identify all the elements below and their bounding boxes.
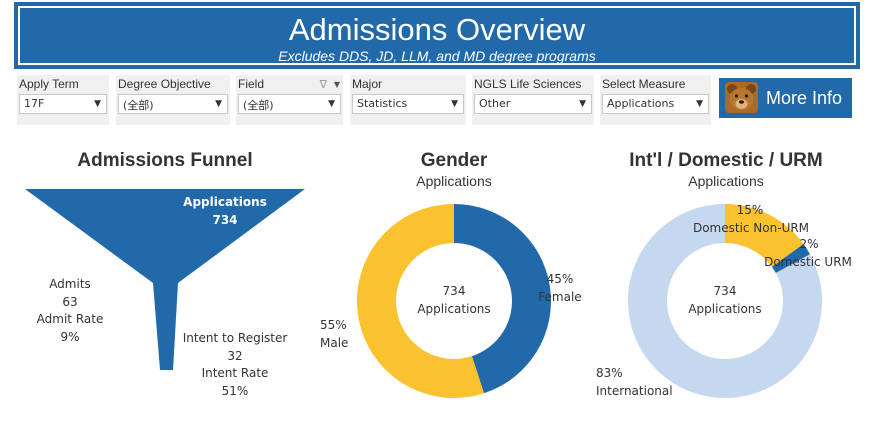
- gender-female-pct: 45%: [546, 272, 574, 286]
- donut-slice-international: [628, 204, 822, 398]
- dropdown-value: (全部): [123, 99, 154, 112]
- donut-slice-domestic-non-urm: [725, 204, 804, 267]
- degree-objective-dropdown[interactable]: (全部) ▼: [118, 94, 228, 114]
- chevron-down-icon: ▼: [328, 99, 335, 109]
- more-info-button[interactable]: More Info: [719, 78, 852, 118]
- gender-center-value: 734: [442, 284, 466, 298]
- funnel-title: Admissions Funnel: [77, 150, 253, 171]
- apply-term-dropdown[interactable]: 17F ▼: [19, 94, 107, 114]
- origin-dom-urm-label: Domestic URM: [764, 255, 852, 269]
- filter-degree-objective: Degree Objective (全部) ▼: [116, 75, 230, 125]
- banner-border: Admissions Overview Excludes DDS, JD, LL…: [18, 6, 856, 65]
- gender-center-label: Applications: [417, 302, 491, 316]
- donut-slice-domestic-urm: [771, 243, 811, 274]
- chevron-down-icon: ▼: [215, 99, 222, 109]
- gender-donut-chart: [357, 204, 551, 398]
- select-measure-dropdown[interactable]: Applications ▼: [602, 94, 709, 114]
- dropdown-value: (全部): [243, 99, 274, 112]
- header-banner: Admissions Overview Excludes DDS, JD, LL…: [14, 2, 860, 69]
- dropdown-value: Other: [479, 97, 511, 110]
- origin-dom-nonurm-pct: 15%: [736, 203, 764, 217]
- gender-male-label: Male: [320, 336, 349, 350]
- bear-mascot-icon: [725, 82, 758, 113]
- gender-female-label: Female: [538, 290, 582, 304]
- funnel-intent-rate-value: 51%: [221, 384, 249, 398]
- funnel-admit-rate-value: 9%: [60, 330, 80, 344]
- chevron-down-icon: ▼: [94, 99, 101, 109]
- gender-subtitle: Applications: [416, 173, 492, 189]
- funnel-applications-label: Applications: [183, 195, 267, 209]
- funnel-intent-rate-label: Intent Rate: [201, 366, 269, 380]
- origin-title: Int'l / Domestic / URM: [629, 150, 823, 171]
- origin-donut-chart: [628, 204, 822, 398]
- filter-label: Select Measure: [602, 77, 686, 91]
- filter-label: Degree Objective: [118, 77, 211, 91]
- origin-center-label: Applications: [688, 302, 762, 316]
- chevron-down-icon: ▼: [696, 99, 703, 109]
- filter-major: Major Statistics ▼: [350, 75, 466, 125]
- origin-subtitle: Applications: [688, 173, 764, 189]
- funnel-admits-value: 63: [62, 295, 78, 309]
- filter-field: Field ∇ ▼ (全部) ▼: [236, 75, 343, 125]
- funnel-admit-rate-label: Admit Rate: [36, 312, 104, 326]
- filter-select-measure: Select Measure Applications ▼: [600, 75, 711, 125]
- donut-slice-male: [357, 204, 484, 398]
- donut-slice-female: [454, 204, 551, 394]
- major-dropdown[interactable]: Statistics ▼: [352, 94, 464, 114]
- page-subtitle: Excludes DDS, JD, LLM, and MD degree pro…: [278, 48, 596, 64]
- filter-label: NGLS Life Sciences: [474, 77, 582, 91]
- origin-dom-nonurm-label: Domestic Non-URM: [692, 221, 810, 235]
- chevron-down-icon: ▼: [579, 99, 586, 109]
- chevron-down-icon: ▼: [451, 99, 458, 109]
- dropdown-value: Statistics: [357, 97, 408, 110]
- gender-title: Gender: [420, 150, 488, 171]
- dropdown-value: 17F: [24, 97, 45, 110]
- origin-intl-pct: 83%: [596, 366, 623, 380]
- page-title: Admissions Overview: [288, 12, 586, 47]
- funnel-intent-value: 32: [227, 349, 243, 363]
- field-dropdown[interactable]: (全部) ▼: [238, 94, 341, 114]
- filter-apply-term: Apply Term 17F ▼: [17, 75, 109, 125]
- funnel-admits-label: Admits: [49, 277, 91, 291]
- ngls-dropdown[interactable]: Other ▼: [474, 94, 592, 114]
- filter-label: Apply Term: [19, 77, 79, 91]
- gender-male-pct: 55%: [320, 318, 347, 332]
- menu-caret-icon[interactable]: ▼: [333, 80, 340, 89]
- funnel-chart: [25, 189, 305, 370]
- funnel-intent-label: Intent to Register: [182, 331, 288, 345]
- funnel-shape: [25, 189, 305, 370]
- origin-center-value: 734: [713, 284, 737, 298]
- filter-label: Major: [352, 77, 383, 91]
- funnel-applications-value: 734: [212, 213, 238, 227]
- dropdown-value: Applications: [607, 97, 675, 110]
- origin-dom-urm-pct: 2%: [799, 237, 819, 251]
- more-info-label: More Info: [766, 88, 843, 108]
- filter-label: Field: [238, 77, 265, 91]
- filter-ngls-life-sciences: NGLS Life Sciences Other ▼: [472, 75, 594, 125]
- origin-intl-label: International: [596, 384, 673, 398]
- filter-icon[interactable]: ∇: [319, 78, 327, 91]
